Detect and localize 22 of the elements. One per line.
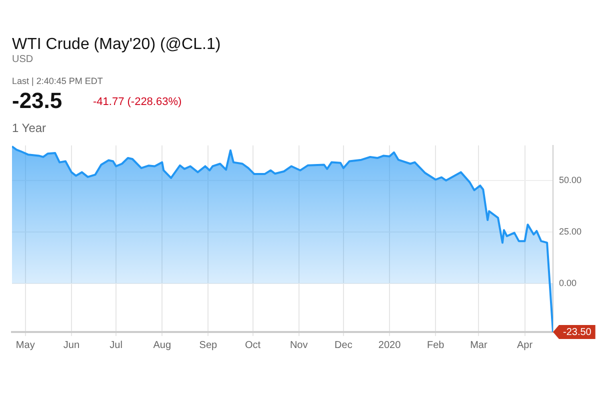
x-tick-label: Mar [470, 340, 488, 351]
x-tick-label: Aug [153, 340, 172, 351]
x-tick-label: May [16, 340, 35, 351]
text: -41.77 (-228.63%) [93, 96, 182, 108]
x-tick-label: Apr [516, 340, 534, 351]
text: Last | 2:40:45 PM EDT [12, 76, 103, 86]
x-tick-label: Jun [63, 340, 80, 351]
x-tick-label: Sep [199, 340, 218, 351]
x-tick-label: Nov [290, 340, 308, 351]
y-tick-label: 25.00 [559, 226, 582, 236]
x-tick-label: 2020 [378, 340, 402, 351]
x-tick-label: Jul [110, 340, 122, 351]
x-tick-label: Oct [244, 340, 261, 351]
x-tick-label: Feb [426, 340, 445, 351]
text: 1 Year [12, 121, 46, 135]
text: -23.5 [12, 88, 62, 114]
y-tick-label: 0.00 [559, 278, 577, 288]
chart-subtitle: USD [12, 54, 34, 65]
chart-title: WTI Crude (May'20) (@CL.1) [12, 36, 221, 54]
annotation: -23.50 [563, 326, 592, 338]
y-tick-label: 50.00 [559, 174, 582, 185]
x-tick-label: Dec [334, 340, 352, 351]
